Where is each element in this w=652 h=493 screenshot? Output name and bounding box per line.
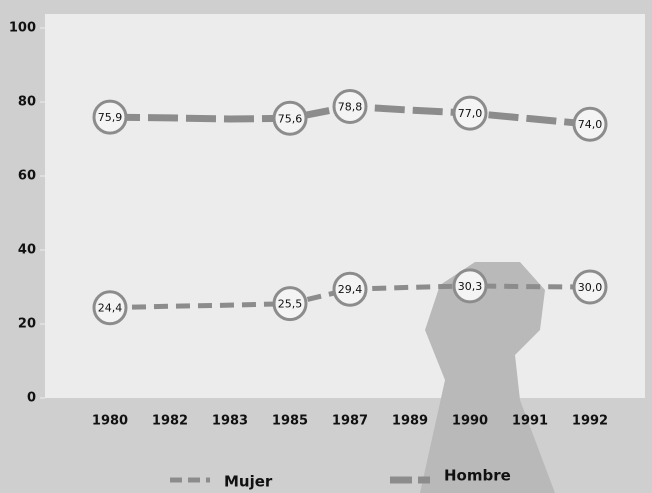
value-label: 24,4 <box>98 302 123 315</box>
y-tick-label: 80 <box>18 95 36 110</box>
x-tick-label: 1991 <box>512 414 548 429</box>
legend-label: Mujer <box>224 473 273 491</box>
y-tick-label: 20 <box>18 317 36 332</box>
x-tick-label: 1980 <box>92 414 128 429</box>
y-tick-label: 0 <box>27 391 36 406</box>
value-label: 25,5 <box>278 298 303 311</box>
legend-label: Hombre <box>444 467 511 485</box>
value-label: 30,3 <box>458 280 483 293</box>
value-label: 30,0 <box>578 281 603 294</box>
y-tick-label: 40 <box>18 243 36 258</box>
value-label: 74,0 <box>578 118 603 131</box>
value-label: 75,6 <box>278 112 303 125</box>
value-label: 29,4 <box>338 283 363 296</box>
x-tick-label: 1982 <box>152 414 188 429</box>
chart: 0 20 40 60 80 100 1980 1982 1983 1985 1987 1989 1990… <box>0 0 652 493</box>
plot-area <box>45 14 645 398</box>
y-tick-label: 100 <box>9 21 36 36</box>
x-tick-label: 1985 <box>272 414 308 429</box>
y-tick-label: 60 <box>18 169 36 184</box>
value-label: 78,8 <box>338 100 363 113</box>
x-tick-label: 1989 <box>392 414 428 429</box>
value-label: 77,0 <box>458 107 483 120</box>
x-tick-label: 1983 <box>212 414 248 429</box>
x-tick-label: 1992 <box>572 414 608 429</box>
x-tick-label: 1987 <box>332 414 368 429</box>
value-label: 75,9 <box>98 111 123 124</box>
x-tick-label: 1990 <box>452 414 488 429</box>
